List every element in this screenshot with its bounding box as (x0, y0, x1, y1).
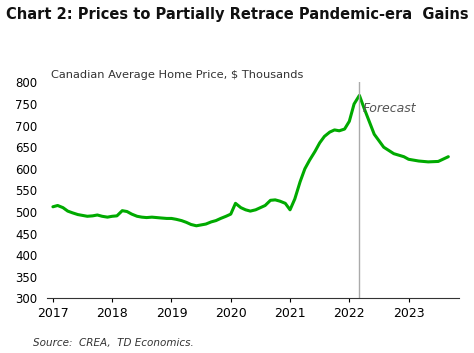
Text: Source:  CREA,  TD Economics.: Source: CREA, TD Economics. (33, 338, 194, 348)
Text: Forecast: Forecast (362, 102, 416, 115)
Text: Canadian Average Home Price, $ Thousands: Canadian Average Home Price, $ Thousands (51, 70, 303, 80)
Text: Chart 2: Prices to Partially Retrace Pandemic-era  Gains: Chart 2: Prices to Partially Retrace Pan… (6, 7, 468, 22)
